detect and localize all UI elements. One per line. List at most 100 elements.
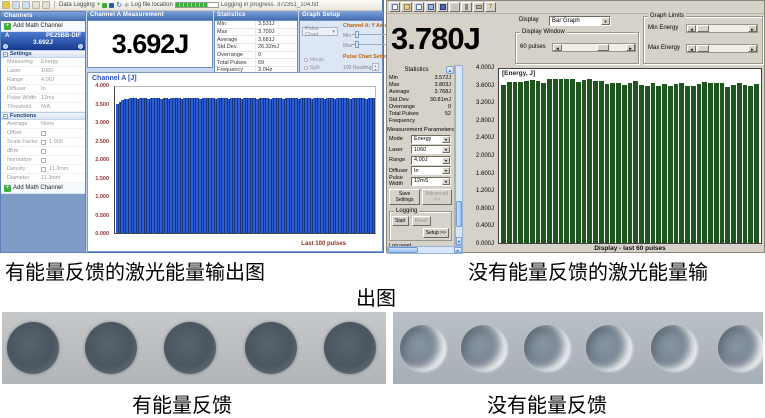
scroll-right-arrow[interactable]: ► (454, 247, 462, 253)
data-logging-label[interactable]: Data Logging (59, 2, 95, 8)
y-tick-label: 2.500 (95, 138, 109, 145)
scroll-left-arrow[interactable]: ◄ (687, 25, 696, 32)
bar (240, 98, 244, 233)
bar (736, 83, 742, 243)
bar (287, 98, 290, 233)
energy-readout: 3.692J (111, 28, 190, 59)
stat-row: Total Pulses 69 (215, 59, 297, 68)
bar (214, 98, 218, 233)
scroll-thumb[interactable] (697, 45, 710, 52)
bar (331, 98, 334, 233)
settings-icon[interactable]: ✲ (124, 2, 130, 9)
bar (269, 98, 272, 233)
scroll-right-arrow[interactable]: ► (626, 44, 635, 51)
display-window-scrollbar[interactable]: ◄ ► (552, 43, 636, 52)
start-log-icon[interactable] (102, 2, 108, 8)
log-progress-bar (174, 2, 219, 8)
save-icon[interactable] (437, 2, 448, 12)
bar (616, 83, 621, 243)
window-icon[interactable] (12, 1, 20, 9)
scroll-right-arrow[interactable]: ► (748, 45, 757, 52)
bar (552, 78, 558, 243)
max-slider[interactable] (352, 41, 390, 48)
scroll-down-arrow[interactable]: ▼ (456, 237, 462, 245)
settings-section-header[interactable]: − Settings (1, 50, 85, 58)
scroll-left-arrow[interactable]: ◄ (687, 45, 696, 52)
merge-radio[interactable]: Merge (304, 57, 324, 63)
checkbox[interactable] (41, 166, 46, 172)
help-icon[interactable]: ? (485, 2, 496, 12)
slider-thumb[interactable] (355, 41, 359, 48)
checkbox[interactable] (41, 157, 46, 163)
stop-log-icon[interactable] (109, 2, 115, 8)
max-energy-scrollbar[interactable]: ◄ ► (686, 44, 758, 53)
setting-row: Diffuser In (1, 85, 85, 94)
dropdown[interactable]: Energy ▼ (411, 134, 451, 144)
bar (748, 85, 753, 243)
channel-a-item[interactable]: A PE25BB-DIF 3.692J (1, 32, 85, 50)
checkbox[interactable] (41, 139, 46, 145)
save-settings-button[interactable]: Save Settings (389, 188, 421, 205)
parameter-rows: Mode Energy ▼ Laser 1060 ▼ Range 4.00J ▼ Diffuser… (387, 134, 454, 187)
key-icon[interactable] (2, 1, 10, 9)
collapse-icon[interactable]: − (3, 113, 8, 120)
view-icon[interactable] (425, 2, 436, 12)
channel-info-icon[interactable] (3, 44, 8, 49)
readings-spinner[interactable]: ▴ ▾ (372, 63, 379, 72)
panel-vertical-scrollbar[interactable]: ▼ (455, 65, 463, 246)
function-row: Normalize (1, 156, 85, 165)
add-math-channel-bottom[interactable]: + Add Math Channel (1, 183, 85, 194)
scroll-left-arrow[interactable]: ◄ (553, 44, 562, 51)
bar (341, 97, 345, 233)
functions-section-header[interactable]: − Functions (1, 112, 85, 120)
add-math-channel-top[interactable]: + Add Math Channel (1, 21, 85, 32)
new-icon[interactable] (389, 2, 400, 12)
print-icon[interactable] (473, 2, 484, 12)
scroll-thumb[interactable] (388, 247, 418, 253)
row-value: 3.803J (434, 81, 451, 88)
row-label: Diameter (7, 175, 30, 181)
checkbox[interactable] (41, 130, 46, 136)
x-axis-label: Display - last 60 pulses (594, 245, 666, 252)
dropdown[interactable]: In ▼ (411, 166, 451, 176)
dropdown[interactable]: 1060 ▼ (411, 145, 451, 155)
chart-type-dropdown[interactable]: Pulse Chart ▾ (302, 26, 338, 38)
chevron-down-icon: ▼ (442, 156, 450, 164)
checkbox[interactable] (41, 148, 46, 154)
window-icon[interactable] (22, 1, 30, 9)
channel-close-icon[interactable] (78, 44, 83, 49)
logging-label: Logging (394, 207, 420, 215)
collapse-icon[interactable]: − (3, 51, 8, 58)
slider-thumb[interactable] (355, 31, 359, 38)
reset-button[interactable]: Reset (411, 215, 431, 226)
scroll-up-icon[interactable]: ▲ (446, 65, 454, 74)
pin-icon[interactable] (461, 2, 472, 12)
panel-horizontal-scrollbar[interactable]: ► (387, 246, 463, 254)
display-window-group: Display Window 60 pulses ◄ ► (515, 29, 639, 64)
refresh-icon[interactable]: ↻ (116, 2, 123, 9)
split-radio[interactable]: Split (304, 65, 320, 71)
dropdown[interactable]: 12mS ▼ (411, 176, 451, 186)
scroll-thumb[interactable] (456, 201, 462, 227)
start-button[interactable]: Start (392, 215, 409, 226)
copy-icon[interactable] (413, 2, 424, 12)
y-tick-label: 0.000J (475, 241, 494, 247)
bar (349, 98, 353, 233)
min-energy-scrollbar[interactable]: ◄ ► (686, 24, 758, 33)
setup-button[interactable]: Setup >> (422, 227, 449, 238)
bar (320, 97, 324, 233)
scroll-right-arrow[interactable]: ► (748, 25, 757, 32)
min-slider[interactable] (352, 31, 390, 38)
bar (662, 84, 667, 243)
plus-icon[interactable]: + (96, 2, 101, 8)
open-icon[interactable] (401, 2, 412, 12)
graph-type-dropdown[interactable]: Bar Graph ▼ (549, 16, 611, 26)
dropdown[interactable]: 4.00J ▼ (411, 155, 451, 165)
advanced-button[interactable]: Advanced >> (422, 188, 452, 205)
scroll-thumb[interactable] (597, 44, 610, 51)
disabled-icon (42, 1, 50, 9)
bar (518, 82, 523, 243)
graph-setup-header: Graph Setup (299, 11, 383, 20)
scroll-thumb[interactable] (697, 25, 710, 32)
